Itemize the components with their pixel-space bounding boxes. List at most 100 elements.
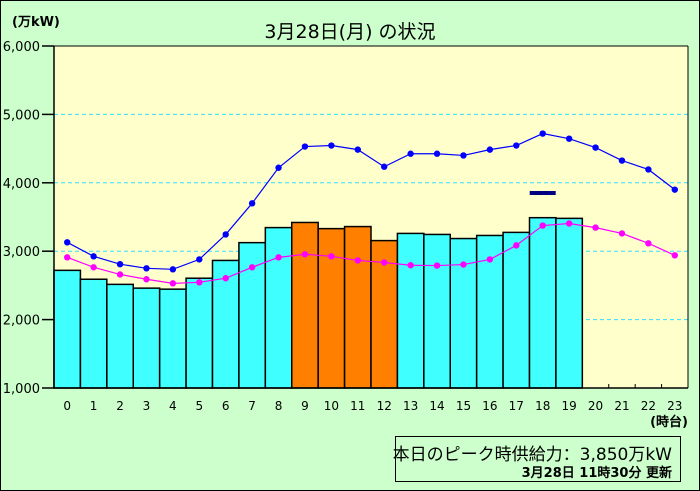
demand-forecast-point — [301, 251, 309, 258]
x-tick-label: 20 — [588, 399, 603, 413]
supply-capacity-forecast-point — [222, 231, 229, 238]
supply-capacity-forecast-point — [513, 142, 520, 149]
x-axis-label: (時台) — [650, 414, 688, 430]
x-tick-label: 4 — [169, 399, 177, 413]
demand-forecast-point — [433, 262, 441, 269]
y-tick-label: 1,000 — [3, 382, 40, 397]
supply-capacity-forecast-point — [90, 253, 97, 260]
bar — [264, 226, 293, 389]
demand-forecast-point — [275, 254, 282, 261]
bar — [317, 227, 346, 389]
demand-forecast-point — [645, 240, 652, 247]
supply-capacity-forecast-point — [64, 239, 71, 246]
bar — [396, 232, 425, 389]
bar — [343, 225, 372, 389]
x-tick-label: 8 — [275, 399, 283, 413]
x-tick-label: 16 — [482, 399, 497, 413]
demand-forecast-point — [565, 220, 573, 227]
supply-capacity-forecast-point — [116, 260, 124, 268]
peak-info-box: 本日のピーク時供給力：3,850万kW 3月28日 11時30分 更新 — [392, 436, 681, 482]
demand-forecast-point — [248, 264, 256, 271]
bar — [132, 287, 161, 389]
x-tick-label: 21 — [614, 399, 629, 413]
y-tick-label: 6,000 — [3, 40, 40, 55]
peak-supply-text: 本日のピーク時供給力：3,850万kW — [392, 445, 672, 465]
supply-capacity-forecast-point — [592, 144, 599, 151]
x-tick-label: 7 — [248, 399, 256, 413]
demand-forecast-point — [116, 271, 124, 278]
supply-capacity-forecast-point — [407, 150, 414, 157]
demand-forecast-point — [513, 242, 520, 249]
demand-forecast-line — [66, 222, 676, 284]
supply-capacity-forecast-point — [433, 150, 441, 157]
supply-capacity-forecast-point — [196, 256, 203, 263]
x-tick-label: 22 — [641, 399, 656, 413]
bar — [502, 231, 531, 389]
bar — [449, 237, 478, 389]
supply-capacity-forecast-point — [486, 146, 494, 153]
y-tick-label: 4,000 — [3, 177, 40, 192]
supply-capacity-forecast-point — [328, 142, 335, 149]
demand-forecast-point — [460, 261, 467, 268]
demand-forecast-point — [354, 257, 361, 264]
chart-title: 3月28日(月) の状況 — [264, 21, 435, 43]
y-axis-label: (万kW) — [12, 15, 60, 30]
supply-capacity-forecast-point — [354, 146, 361, 153]
x-tick-label: 5 — [195, 399, 203, 413]
updated-time-text: 3月28日 11時30分 更新 — [521, 466, 672, 481]
demand-forecast-point — [407, 262, 414, 269]
y-tick-label: 2,000 — [3, 314, 40, 329]
supply-capacity-forecast-point — [248, 200, 256, 207]
x-tick-label: 14 — [429, 399, 444, 413]
supply-capacity-forecast-point — [381, 163, 388, 170]
supply-capacity-forecast-point — [565, 135, 573, 142]
demand-forecast-point — [486, 256, 494, 263]
demand-forecast-point — [169, 280, 177, 287]
x-tick-label: 11 — [350, 399, 365, 413]
demand-forecast-point — [143, 276, 150, 283]
supply-capacity-forecast-point — [169, 266, 177, 273]
x-tick-label: 2 — [116, 399, 124, 413]
supply-capacity-forecast-point — [460, 152, 467, 159]
y-tick-label: 5,000 — [3, 108, 40, 123]
x-tick-label: 13 — [403, 399, 418, 413]
demand-forecast-point — [539, 222, 546, 229]
x-tick-label: 18 — [535, 399, 550, 413]
x-tick-label: 1 — [90, 399, 98, 413]
x-tick-label: 9 — [301, 399, 309, 413]
demand-forecast-point — [328, 253, 335, 260]
bar — [423, 233, 452, 389]
x-tick-label: 23 — [667, 399, 682, 413]
demand-forecast-point — [90, 264, 97, 271]
supply-capacity-forecast-line — [66, 132, 676, 270]
supply-capacity-forecast-point — [275, 164, 282, 171]
bar — [106, 283, 135, 389]
y-tick-label: 3,000 — [3, 245, 40, 260]
supply-capacity-forecast-point — [143, 265, 150, 272]
supply-capacity-forecast-point — [618, 157, 626, 164]
bar — [158, 288, 187, 389]
demand-forecast-point — [618, 230, 626, 237]
demand-forecast-point — [222, 275, 229, 282]
x-tick-label: 3 — [143, 399, 151, 413]
demand-forecast-point — [64, 254, 71, 261]
bar — [555, 217, 584, 389]
x-tick-label: 12 — [377, 399, 392, 413]
demand-forecast-point — [671, 252, 678, 259]
x-tick-label: 0 — [63, 399, 71, 413]
x-tick-label: 19 — [561, 399, 576, 413]
bar — [291, 221, 319, 389]
demand-forecast-point — [196, 279, 203, 286]
supply-capacity-forecast-point — [645, 166, 652, 173]
bar — [185, 277, 214, 389]
x-tick-label: 15 — [456, 399, 471, 413]
demand-forecast-point — [381, 259, 388, 266]
x-tick-label: 10 — [324, 399, 339, 413]
bar — [528, 216, 557, 389]
x-tick-label: 17 — [509, 399, 524, 413]
x-tick-label: 6 — [222, 399, 230, 413]
supply-capacity-forecast-point — [671, 186, 678, 193]
supply-capacity-forecast-point — [301, 143, 309, 150]
demand-forecast-point — [592, 224, 599, 231]
